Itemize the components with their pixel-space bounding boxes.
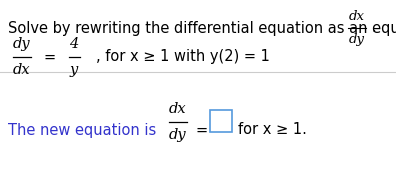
Text: , for x ≥ 1 with y(2) = 1: , for x ≥ 1 with y(2) = 1 bbox=[96, 50, 270, 65]
Text: =: = bbox=[44, 50, 56, 65]
Text: .: . bbox=[371, 20, 376, 35]
Bar bbox=[210, 110, 232, 132]
Text: y: y bbox=[70, 63, 78, 77]
Text: =: = bbox=[196, 123, 208, 138]
Text: The new equation is: The new equation is bbox=[8, 123, 161, 138]
Text: dx: dx bbox=[13, 63, 31, 77]
Text: 4: 4 bbox=[69, 37, 79, 51]
Text: dx: dx bbox=[349, 10, 365, 23]
Text: dy: dy bbox=[349, 33, 365, 46]
Text: dy: dy bbox=[13, 37, 31, 51]
Text: for x ≥ 1.: for x ≥ 1. bbox=[238, 123, 307, 138]
Text: dx: dx bbox=[169, 102, 187, 116]
Text: dy: dy bbox=[169, 128, 187, 142]
Text: Solve by rewriting the differential equation as an equation for: Solve by rewriting the differential equa… bbox=[8, 20, 396, 35]
